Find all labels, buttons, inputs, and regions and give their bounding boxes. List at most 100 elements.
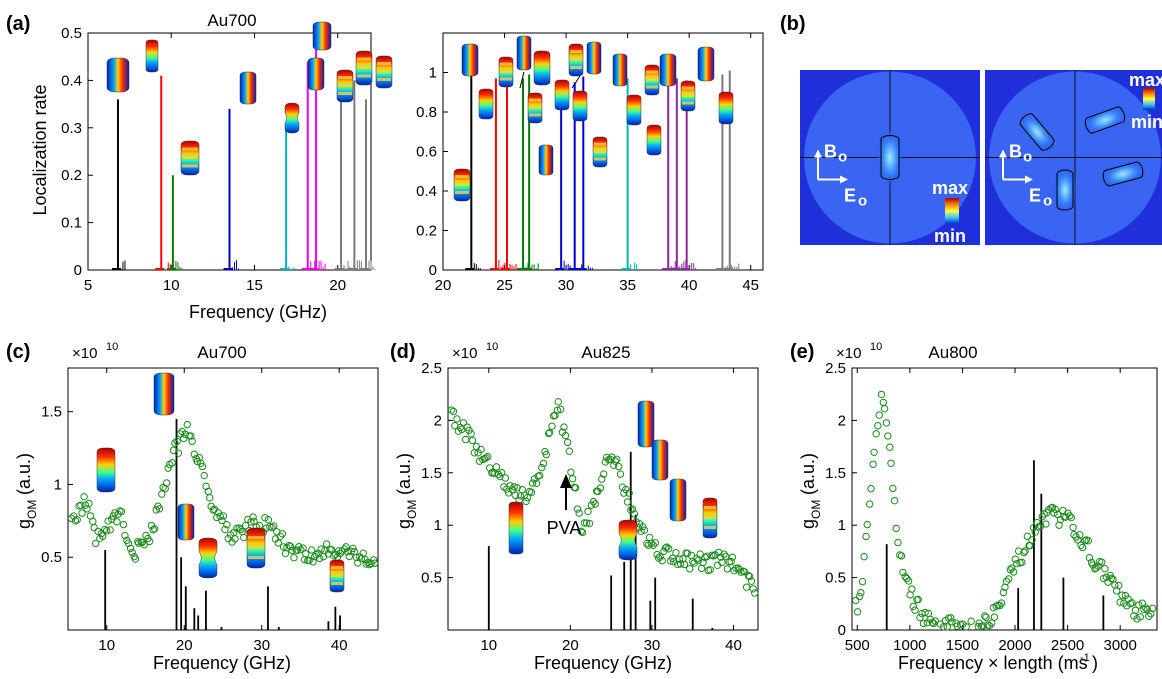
x-tick-label: 15 bbox=[246, 277, 263, 294]
x-tick-label: 20 bbox=[176, 637, 193, 654]
colorbar bbox=[945, 198, 959, 224]
y-tick-label: 0.4 bbox=[416, 183, 437, 200]
mode-shape-band bbox=[646, 78, 658, 81]
data-point bbox=[630, 510, 639, 518]
data-point bbox=[117, 507, 126, 516]
exponent-label: ×10 bbox=[836, 345, 861, 362]
data-point bbox=[237, 525, 245, 534]
data-point bbox=[349, 544, 357, 553]
data-point bbox=[286, 542, 295, 551]
data-point bbox=[85, 499, 93, 508]
data-point bbox=[1078, 543, 1087, 552]
data-point bbox=[870, 448, 878, 457]
y-tick-label: 1.5 bbox=[421, 465, 442, 482]
colorbar-max-label: max bbox=[1129, 70, 1162, 90]
mode-shape-band bbox=[377, 62, 391, 65]
mode-shape-thumbnail bbox=[96, 447, 116, 493]
data-point bbox=[919, 619, 928, 628]
data-point bbox=[742, 583, 751, 591]
mode-shape-body bbox=[516, 35, 532, 71]
mode-shape-thumbnail bbox=[626, 94, 642, 126]
data-point bbox=[1115, 581, 1123, 590]
data-point bbox=[213, 513, 221, 522]
data-point bbox=[1126, 599, 1135, 608]
field-hotspot bbox=[1019, 112, 1055, 152]
data-point bbox=[1055, 521, 1063, 529]
data-point bbox=[699, 558, 707, 567]
data-point bbox=[911, 606, 919, 614]
data-point bbox=[1118, 591, 1126, 599]
data-point bbox=[611, 457, 620, 465]
mode-shape-body bbox=[461, 43, 479, 77]
mode-shape-band bbox=[704, 526, 716, 529]
mode-shape-band bbox=[182, 147, 198, 151]
y-tick-label: 1.5 bbox=[825, 465, 846, 482]
e-field-label: E bbox=[844, 186, 856, 206]
data-point bbox=[715, 548, 723, 556]
mode-shape-body bbox=[106, 57, 130, 93]
y-tick-label: 0 bbox=[74, 262, 82, 279]
data-point bbox=[106, 526, 114, 534]
data-point bbox=[352, 553, 361, 562]
data-point bbox=[206, 494, 214, 502]
data-point bbox=[616, 470, 625, 478]
data-point bbox=[447, 406, 456, 414]
data-point bbox=[578, 528, 587, 537]
data-point bbox=[640, 526, 649, 534]
mode-shape-thumbnail bbox=[637, 400, 655, 448]
x-tick-label: 20 bbox=[562, 637, 579, 654]
data-point bbox=[362, 560, 370, 568]
mode-shape-band bbox=[529, 98, 541, 102]
y-tick-label: 2.5 bbox=[421, 360, 442, 377]
data-point bbox=[539, 459, 548, 468]
data-point bbox=[914, 595, 922, 604]
mode-shape-body bbox=[669, 478, 687, 522]
data-point bbox=[538, 463, 546, 472]
data-point bbox=[745, 572, 754, 581]
mode-shape-band bbox=[594, 157, 606, 161]
data-point bbox=[598, 475, 606, 483]
mode-shape-body bbox=[312, 21, 332, 51]
data-point bbox=[1020, 548, 1028, 557]
mode-shape-thumbnail bbox=[177, 503, 195, 541]
mode-shape-body bbox=[153, 372, 175, 416]
x-tick-label: 40 bbox=[681, 277, 698, 294]
data-point bbox=[575, 509, 583, 517]
data-point bbox=[1031, 528, 1039, 536]
mode-shape-band bbox=[357, 66, 371, 69]
x-axis-title-end: ) bbox=[1092, 653, 1098, 673]
mode-shape-thumbnail bbox=[718, 91, 734, 125]
x-tick-label: 20 bbox=[329, 277, 346, 294]
data-point bbox=[872, 430, 880, 438]
mode-shape-band bbox=[529, 113, 541, 117]
data-point bbox=[584, 507, 592, 516]
data-point bbox=[71, 517, 80, 525]
data-point bbox=[554, 398, 563, 406]
subplot-a-1: 5 10 15 20 0 0.1 0.2 0.3 0.4 0.5 bbox=[61, 25, 376, 294]
x-tick-label: 45 bbox=[742, 277, 759, 294]
mode-shape-band bbox=[646, 85, 658, 89]
mode-shape-thumbnail bbox=[702, 497, 718, 539]
mode-shape-band bbox=[594, 150, 606, 153]
data-point bbox=[219, 512, 228, 520]
mode-shape-thumbnail bbox=[669, 478, 687, 522]
x-tick-label: 35 bbox=[619, 277, 636, 294]
x-tick-label: 10 bbox=[480, 637, 497, 654]
x-tick-label: 25 bbox=[496, 277, 513, 294]
data-point bbox=[1004, 575, 1013, 583]
mode-shape-band bbox=[682, 94, 694, 97]
data-point bbox=[751, 589, 759, 597]
data-point bbox=[651, 539, 659, 547]
data-point bbox=[369, 556, 378, 564]
mode-shape-body bbox=[554, 79, 570, 111]
mode-shape-thumbnail bbox=[461, 43, 479, 77]
data-point bbox=[482, 454, 490, 462]
mode-shape-body bbox=[718, 91, 734, 125]
mode-shape-band bbox=[248, 556, 264, 559]
data-point bbox=[330, 552, 338, 560]
x-tick-label: 40 bbox=[725, 637, 742, 654]
